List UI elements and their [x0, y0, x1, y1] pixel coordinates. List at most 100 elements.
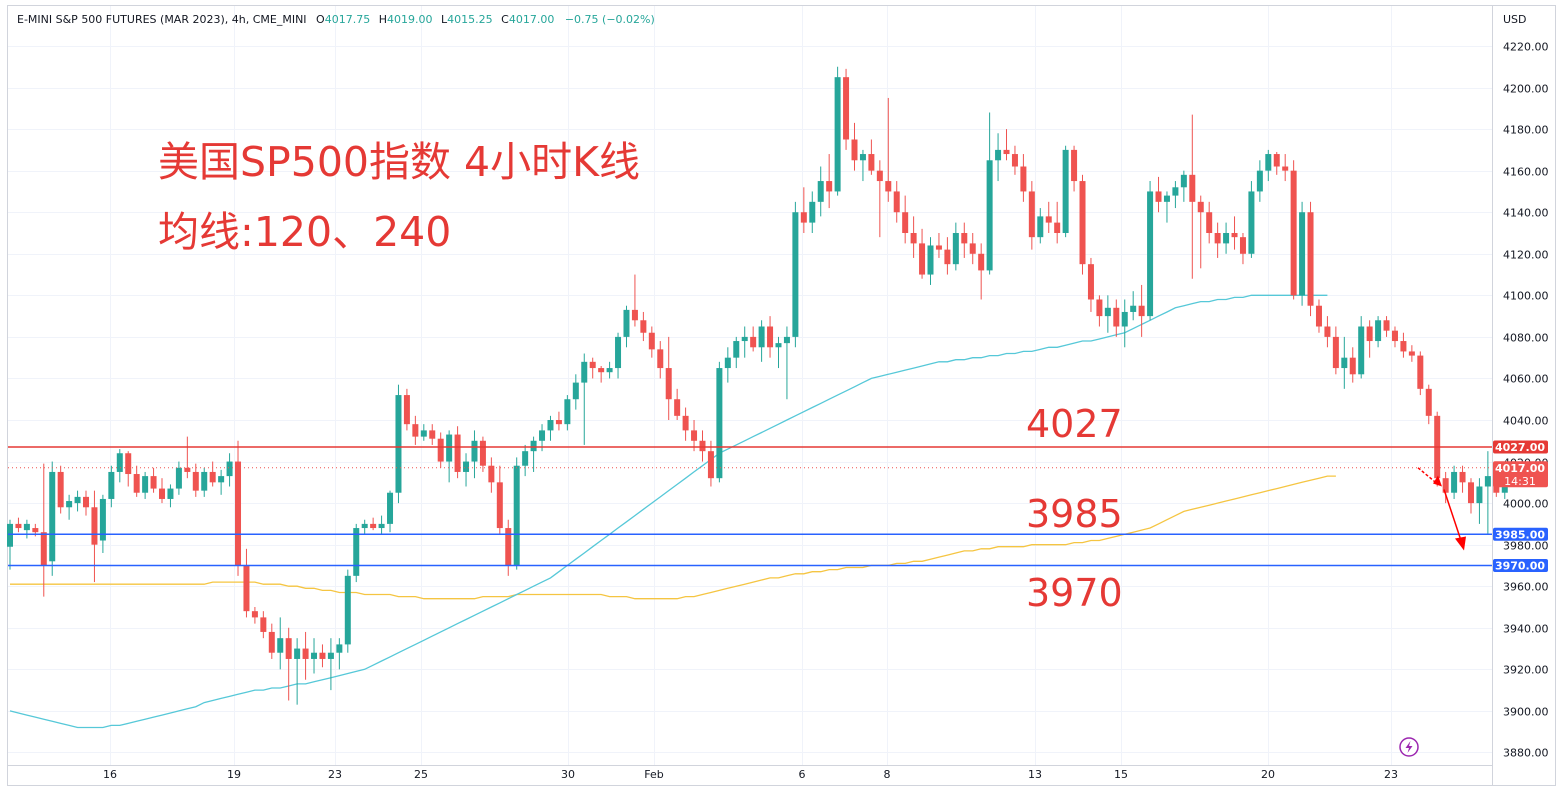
- tag-4027-text: 4027.00: [1495, 441, 1545, 454]
- candle-up: [1180, 174, 1187, 188]
- candle-up: [167, 488, 174, 499]
- candle-down: [1020, 166, 1027, 192]
- candle-down: [192, 471, 199, 491]
- candle-up: [1062, 149, 1069, 234]
- candle-up: [99, 498, 106, 541]
- candle-up: [792, 212, 799, 337]
- x-tick-label: 25: [414, 768, 428, 781]
- candle-down: [935, 245, 942, 250]
- y-tick-label: 4080.00: [1503, 332, 1549, 345]
- candle-down: [1324, 326, 1331, 337]
- candle-down: [1349, 357, 1356, 375]
- candle-down: [1138, 305, 1145, 317]
- ma120-layer: [9, 294, 1328, 729]
- y-tick-label: 4200.00: [1503, 83, 1549, 96]
- candle-up: [294, 648, 301, 659]
- y-tick-label: 4000.00: [1503, 498, 1549, 511]
- lightning-icon[interactable]: [1399, 737, 1419, 757]
- candle-down: [40, 532, 47, 566]
- candle-down: [251, 611, 258, 618]
- candle-up: [547, 420, 554, 431]
- candle-down: [496, 482, 503, 529]
- candle-down: [843, 77, 850, 140]
- candle-up: [471, 440, 478, 462]
- countdown-text: 14:31: [1504, 475, 1536, 488]
- low-label: L: [441, 13, 448, 26]
- candle-down: [243, 565, 250, 612]
- candle-down: [1459, 471, 1466, 483]
- candle-down: [750, 336, 757, 348]
- change-value: −0.75 (−0.02%): [565, 13, 655, 26]
- candle-down: [32, 528, 39, 533]
- candle-up: [1256, 170, 1263, 192]
- candle-up: [1358, 326, 1365, 375]
- y-tick-label: 4180.00: [1503, 124, 1549, 137]
- candle-down: [319, 652, 326, 659]
- candle-up: [615, 336, 622, 369]
- candle-down: [1442, 478, 1449, 493]
- candle-up: [378, 523, 385, 529]
- candle-down: [1467, 482, 1474, 504]
- candle-up: [387, 492, 394, 524]
- candle-up: [218, 476, 225, 483]
- candle-down: [707, 451, 714, 479]
- header-text: E-MINI S&P 500 FUTURES (MAR 2023), 4h, C…: [17, 13, 655, 26]
- candle-down: [15, 523, 22, 529]
- candle-down: [83, 496, 90, 508]
- candle-up: [1265, 154, 1272, 171]
- candle-down: [479, 440, 486, 466]
- candle-up: [446, 434, 453, 462]
- candle-up: [277, 638, 284, 653]
- annotation-level-3985: 3985: [1026, 492, 1123, 536]
- candle-down: [1113, 307, 1120, 327]
- time-axis-labels: 16 19 23 25 30 Feb 6 8 13 15 20 23: [103, 768, 1398, 781]
- candle-down: [1273, 154, 1280, 167]
- candle-up: [66, 501, 73, 508]
- candle-down: [1315, 305, 1322, 327]
- candle-down: [437, 438, 444, 462]
- x-tick-label: 6: [799, 768, 806, 781]
- candle-down: [767, 326, 774, 348]
- candle-up: [513, 465, 520, 566]
- candle-up: [572, 382, 579, 400]
- ma240-line: [10, 475, 1336, 600]
- candle-up: [623, 309, 630, 337]
- candle-down: [1096, 299, 1103, 317]
- y-tick-label: 3940.00: [1503, 623, 1549, 636]
- candle-down: [1054, 222, 1061, 234]
- candle-down: [961, 233, 968, 244]
- candle-down: [1189, 174, 1196, 202]
- projection-arrow: [1417, 467, 1466, 551]
- candle-up: [758, 326, 765, 348]
- x-tick-label: 15: [1114, 768, 1128, 781]
- candle-down: [505, 528, 512, 566]
- candle-down: [1214, 233, 1221, 244]
- candle-down: [589, 361, 596, 369]
- candle-up: [1130, 305, 1137, 312]
- x-tick-label: 23: [1384, 768, 1398, 781]
- candle-down: [268, 631, 275, 653]
- candle-down: [851, 139, 858, 161]
- candle-up: [395, 395, 402, 493]
- candle-down: [1071, 149, 1078, 182]
- candle-down: [429, 430, 436, 439]
- candle-up: [361, 523, 368, 529]
- low-value: 4015.25: [447, 13, 493, 26]
- candle-up: [327, 652, 334, 659]
- candle-up: [1375, 320, 1382, 342]
- x-tick-label: 16: [103, 768, 117, 781]
- horizontal-levels-layer: [8, 446, 1492, 567]
- chart-border: [7, 5, 1556, 786]
- candle-down: [978, 253, 985, 271]
- candle-up: [1451, 471, 1458, 493]
- candle-up: [226, 461, 233, 477]
- candle-up: [336, 644, 343, 653]
- candle-down: [133, 474, 140, 493]
- arrow-head-1: [1433, 475, 1442, 487]
- candle-down: [1011, 154, 1018, 167]
- arrow-segment-1: [1417, 467, 1438, 485]
- candle-down: [876, 170, 883, 182]
- tag-3970-text: 3970.00: [1495, 559, 1545, 572]
